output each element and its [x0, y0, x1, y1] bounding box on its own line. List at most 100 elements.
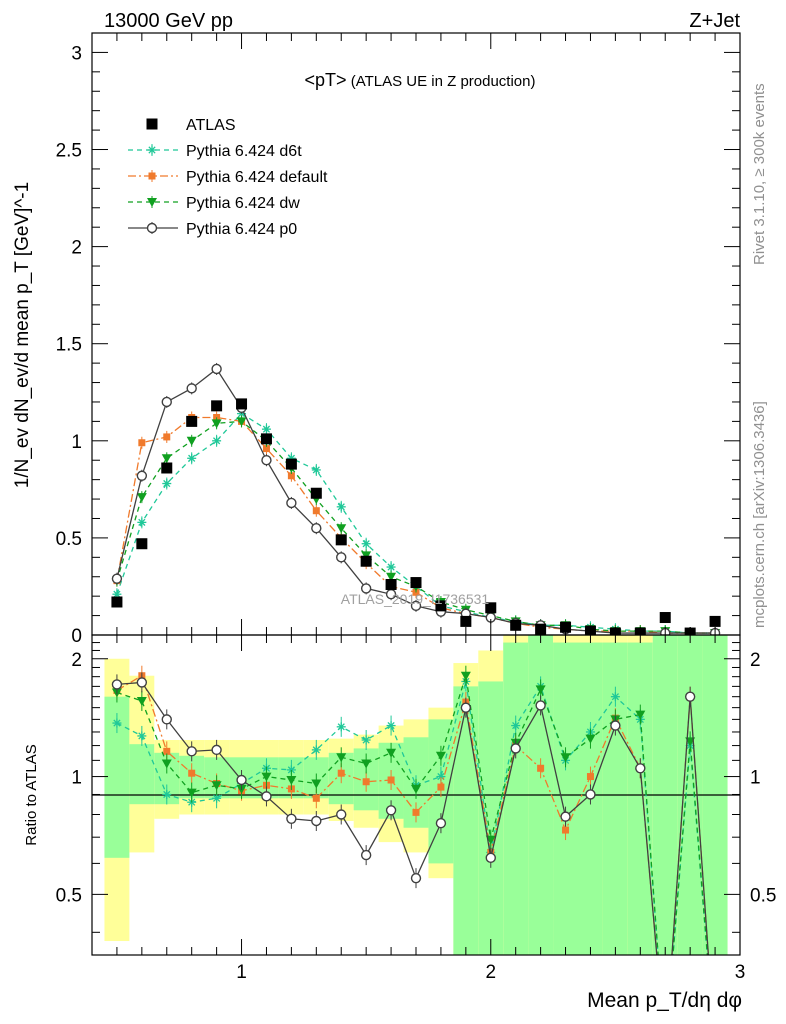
- mcplots-label: mcplots.cern.ch [arXiv:1306.3436]: [751, 401, 768, 628]
- ratio-point-d6t: [162, 789, 172, 799]
- band-inner-bin: [453, 686, 479, 955]
- ratio-point-p0: [585, 789, 596, 800]
- ratio-y-axis-label: Ratio to ATLAS: [23, 744, 40, 845]
- ratio-point-dw: [386, 748, 397, 758]
- plot-title-main: <pT>: [305, 70, 347, 90]
- x-tick-label: 3: [735, 962, 746, 983]
- ratio-y-tick-label: 2: [71, 650, 82, 671]
- ratio-point-p0: [360, 849, 372, 861]
- ratio-point-p0: [510, 743, 521, 754]
- ratio-point-d6t: [137, 731, 147, 741]
- ratio-point-p0: [186, 746, 197, 757]
- legend-label-d6t: Pythia 6.424 d6t: [186, 143, 302, 160]
- ratio-point-p0: [136, 677, 148, 688]
- point-p0: [360, 583, 372, 594]
- point-d6t: [212, 436, 222, 446]
- point-atlas: [186, 415, 198, 427]
- legend: ATLAS Pythia 6.424 d6t Pythia 6.424 defaul…: [128, 117, 328, 238]
- point-p0: [410, 600, 422, 612]
- point-atlas: [510, 619, 522, 631]
- ratio-point-d6t: [286, 765, 296, 775]
- ratio-point-default: [586, 773, 594, 781]
- ratio-point-default: [437, 783, 445, 791]
- ratio-point-dw: [211, 781, 222, 791]
- ratio-y-tick-label: 0.5: [56, 885, 82, 906]
- ratio-point-dw: [435, 751, 446, 761]
- main-y-tick-label: 2.5: [56, 141, 82, 162]
- point-d6t: [361, 539, 371, 549]
- ratio-point-p0: [161, 714, 172, 725]
- ratio-point-d6t: [311, 745, 321, 755]
- ratio-point-dw: [186, 788, 197, 798]
- point-dw: [236, 417, 247, 427]
- point-atlas: [435, 600, 447, 612]
- legend-label-p0: Pythia 6.424 p0: [186, 221, 297, 238]
- axis-tick-labels: 0 0.5 1 1.5 2 2.5 3 0.5 0.5 1 1 2 2 1 2 3: [56, 43, 777, 983]
- legend-marker-d6t: [147, 145, 157, 155]
- point-dw: [161, 454, 172, 464]
- ratio-point-dw: [261, 772, 272, 782]
- main-y-tick-label: 0: [71, 626, 82, 647]
- band-inner-bin: [503, 642, 529, 955]
- analysis-watermark: ATLAS_2019_I1736531: [341, 591, 490, 607]
- point-atlas: [385, 579, 397, 591]
- band-inner-bin: [627, 642, 653, 955]
- legend-marker-dw: [147, 198, 157, 207]
- point-default: [262, 445, 270, 453]
- ratio-point-p0: [635, 763, 646, 774]
- legend-marker-atlas: [146, 118, 158, 130]
- ratio-point-p0: [684, 691, 696, 702]
- ratio-point-dw: [535, 685, 546, 695]
- ratio-point-p0: [410, 872, 422, 884]
- ratio-point-d6t: [112, 718, 122, 728]
- ratio-point-default: [163, 747, 171, 755]
- point-default: [287, 472, 295, 480]
- point-p0: [136, 470, 148, 481]
- ratio-point-dw: [161, 759, 172, 769]
- point-p0: [211, 363, 222, 375]
- ratio-point-d6t: [610, 692, 620, 702]
- ratio-point-p0: [460, 702, 472, 713]
- legend-label-default: Pythia 6.424 default: [186, 169, 328, 186]
- ratio-point-p0: [435, 818, 447, 829]
- point-atlas: [335, 534, 347, 546]
- ratio-point-default: [537, 764, 545, 772]
- point-d6t: [311, 465, 321, 475]
- ratio-point-p0: [261, 791, 272, 802]
- ratio-point-default: [362, 778, 370, 786]
- point-dw: [386, 572, 397, 582]
- ratio-point-dw: [361, 759, 372, 769]
- point-atlas: [161, 462, 173, 474]
- ratio-point-dw: [286, 775, 297, 785]
- ratio-point-p0: [311, 815, 322, 827]
- point-atlas: [709, 615, 721, 627]
- point-dw: [136, 493, 147, 503]
- point-atlas: [485, 602, 497, 614]
- main-y-tick-label: 0.5: [56, 529, 82, 550]
- ratio-point-dw: [136, 696, 147, 706]
- ratio-point-default: [312, 794, 320, 802]
- legend-label-atlas: ATLAS: [186, 117, 236, 134]
- point-atlas: [136, 538, 148, 550]
- legend-marker-p0: [146, 222, 158, 234]
- plot-title: <pT> (ATLAS UE in Z production): [305, 70, 536, 90]
- point-default: [138, 439, 146, 447]
- point-atlas: [659, 612, 671, 624]
- ratio-point-p0: [535, 700, 546, 711]
- legend-marker-default: [148, 172, 156, 180]
- ratio-point-p0: [211, 744, 222, 756]
- point-atlas: [236, 398, 248, 410]
- point-d6t: [137, 517, 147, 527]
- ratio-point-default: [412, 808, 420, 816]
- point-atlas: [460, 615, 472, 627]
- header-right: Z+Jet: [689, 10, 740, 32]
- point-atlas: [260, 433, 272, 445]
- point-p0: [286, 497, 297, 509]
- ratio-point-dw: [311, 779, 322, 789]
- ratio-point-dw: [560, 753, 571, 763]
- ratio-y-tick-label-right: 1: [750, 768, 761, 789]
- point-atlas: [310, 487, 322, 499]
- axis-ticks: [91, 33, 741, 955]
